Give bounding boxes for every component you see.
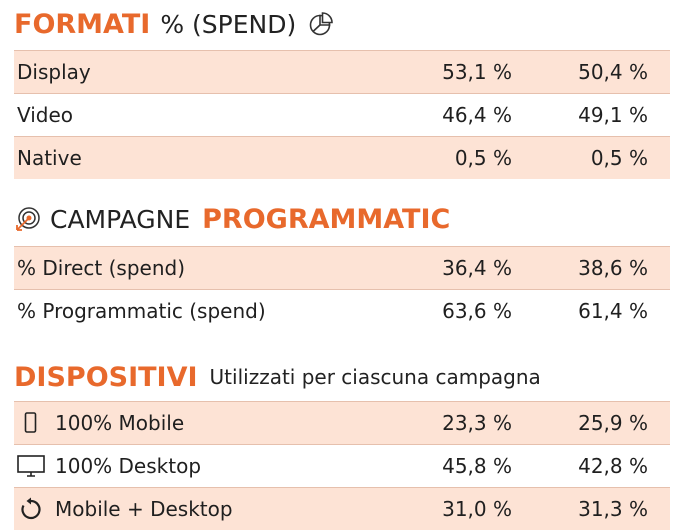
campagne-section: CAMPAGNE PROGRAMMATIC % Direct (spend) 3… xyxy=(14,199,670,332)
table-row: % Programmatic (spend) 63,6 % 61,4 % xyxy=(14,290,670,332)
formati-table: Display 53,1 % 50,4 % Video 46,4 % 49,1 … xyxy=(14,50,670,179)
row-value-2: 49,1 % xyxy=(578,103,648,127)
dispositivi-section: DISPOSITIVI Utilizzati per ciascuna camp… xyxy=(14,357,670,530)
dispositivi-table: 100% Mobile 23,3 % 25,9 % 100% Desktop 4… xyxy=(14,401,670,530)
row-value-1: 46,4 % xyxy=(442,103,512,127)
target-icon xyxy=(14,205,42,233)
desktop-monitor-icon xyxy=(17,455,45,477)
table-row: % Direct (spend) 36,4 % 38,6 % xyxy=(14,247,670,290)
formati-heading: FORMATI % (SPEND) xyxy=(14,4,670,44)
row-label: Native xyxy=(17,146,82,170)
table-row: Native 0,5 % 0,5 % xyxy=(14,137,670,179)
formati-title-light: % (SPEND) xyxy=(160,9,297,39)
dispositivi-heading: DISPOSITIVI Utilizzati per ciascuna camp… xyxy=(14,357,670,397)
row-label-group: Mobile + Desktop xyxy=(17,497,233,521)
row-value-2: 42,8 % xyxy=(578,454,648,478)
row-label-group: 100% Mobile xyxy=(17,411,184,435)
row-label: % Programmatic (spend) xyxy=(17,299,266,323)
row-value-2: 50,4 % xyxy=(578,60,648,84)
row-label: Video xyxy=(17,103,74,127)
formati-title-bold: FORMATI xyxy=(14,8,151,40)
campagne-title-bold: PROGRAMMATIC xyxy=(202,203,451,235)
dispositivi-title-light: Utilizzati per ciascuna campagna xyxy=(209,365,541,389)
row-label: 100% Mobile xyxy=(55,411,185,435)
table-row: 100% Mobile 23,3 % 25,9 % xyxy=(14,402,670,445)
table-row: 100% Desktop 45,8 % 42,8 % xyxy=(14,445,670,488)
table-row: Display 53,1 % 50,4 % xyxy=(14,51,670,94)
campagne-heading: CAMPAGNE PROGRAMMATIC xyxy=(14,199,670,239)
table-row: Video 46,4 % 49,1 % xyxy=(14,94,670,137)
row-value-1: 45,8 % xyxy=(442,454,512,478)
row-value-2: 0,5 % xyxy=(590,146,648,170)
row-value-1: 23,3 % xyxy=(442,411,512,435)
campagne-title-light: CAMPAGNE xyxy=(50,204,191,234)
refresh-icon xyxy=(17,497,45,521)
campagne-table: % Direct (spend) 36,4 % 38,6 % % Program… xyxy=(14,246,670,332)
row-value-2: 61,4 % xyxy=(578,299,648,323)
row-label: 100% Desktop xyxy=(55,454,202,478)
mobile-phone-icon xyxy=(17,412,45,434)
pie-chart-icon xyxy=(308,11,334,37)
row-value-2: 25,9 % xyxy=(578,411,648,435)
row-value-1: 31,0 % xyxy=(442,497,512,521)
row-value-1: 0,5 % xyxy=(454,146,512,170)
table-row: Mobile + Desktop 31,0 % 31,3 % xyxy=(14,488,670,530)
row-value-1: 63,6 % xyxy=(442,299,512,323)
formati-section: FORMATI % (SPEND) Display 53,1 % 50,4 % … xyxy=(14,4,670,179)
row-label: Display xyxy=(17,60,91,84)
row-label: Mobile + Desktop xyxy=(55,497,233,521)
dispositivi-title-bold: DISPOSITIVI xyxy=(14,361,198,393)
row-label: % Direct (spend) xyxy=(17,256,185,280)
row-value-2: 31,3 % xyxy=(578,497,648,521)
row-value-1: 36,4 % xyxy=(442,256,512,280)
row-value-1: 53,1 % xyxy=(442,60,512,84)
row-value-2: 38,6 % xyxy=(578,256,648,280)
row-label-group: 100% Desktop xyxy=(17,454,201,478)
